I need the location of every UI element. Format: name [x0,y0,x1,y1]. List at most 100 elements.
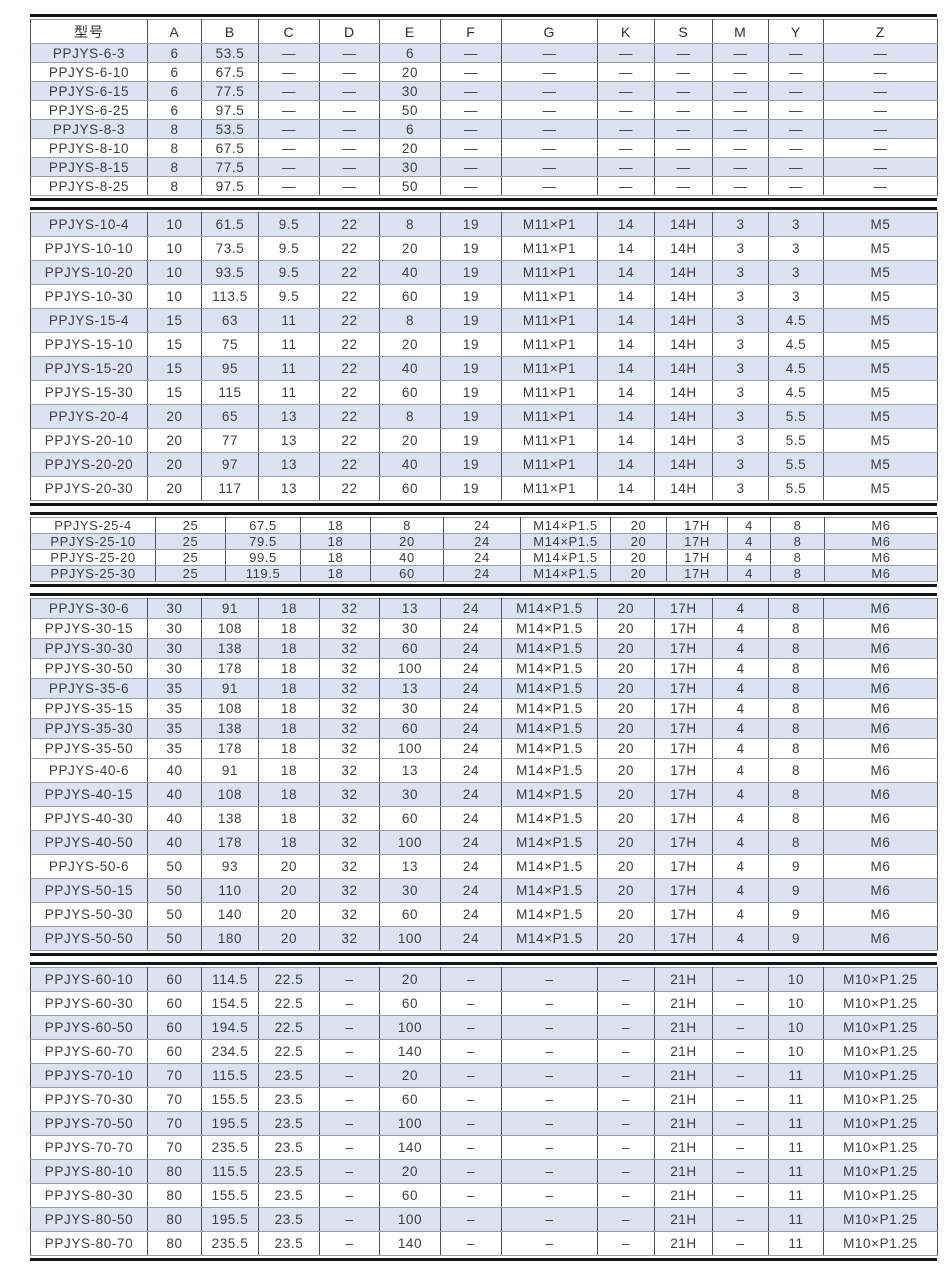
value-cell: 35 [147,718,202,739]
value-cell: — [823,138,938,158]
model-cell: PPJYS-20-30 [30,476,148,501]
value-cell: — [654,157,713,177]
value-cell: — [501,157,598,177]
value-cell: 77.5 [201,157,259,177]
value-cell: 17H [654,806,713,831]
value-cell: — [597,100,655,120]
table-row: PPJYS-30-15 30 108 18 32 30 24 M14×P1.5 20 17H 4 8 M… [30,618,938,639]
value-cell: 20 [147,476,202,501]
value-cell: 23.5 [258,1063,320,1088]
value-cell: 22.5 [258,1039,320,1064]
value-cell: 4 [712,618,769,639]
value-cell: 60 [379,902,441,927]
value-cell: M14×P1.5 [501,806,598,831]
value-cell: 22.5 [258,991,320,1016]
value-cell: 4 [712,830,769,855]
table-row: PPJYS-40-15 40 108 18 32 30 24 M14×P1.5 20 17H 4 8 M… [30,782,938,807]
value-cell: — [712,100,769,120]
value-cell: 11 [768,1231,824,1256]
value-cell: – [440,1111,502,1136]
value-cell: 19 [440,212,502,237]
value-cell: 3 [712,260,769,285]
value-cell: 60 [379,284,441,309]
value-cell: 40 [370,549,444,566]
value-cell: 3 [712,404,769,429]
value-cell: — [440,119,502,139]
value-cell: — [823,100,938,120]
value-cell: M14×P1.5 [501,638,598,659]
value-cell: 97 [201,452,259,477]
table-row: PPJYS-20-20 20 97 13 22 40 19 M11×P1 14 14H 3 5.5 M5 [30,452,938,477]
value-cell: – [319,1183,380,1208]
value-cell: – [712,1111,769,1136]
value-cell: 63 [201,308,259,333]
value-cell: M10×P1.25 [823,1087,938,1112]
value-cell: — [823,157,938,177]
value-cell: 17H [654,698,713,719]
value-cell: 19 [440,404,502,429]
value-cell: 91 [201,678,259,699]
value-cell: 32 [319,598,380,619]
value-cell: M6 [823,678,938,699]
value-cell: 3 [712,356,769,381]
value-cell: — [319,100,380,120]
value-cell: M10×P1.25 [823,1063,938,1088]
value-cell: 9 [768,902,824,927]
value-cell: 22 [319,380,380,405]
value-cell: 23.5 [258,1087,320,1112]
value-cell: 180 [201,926,259,951]
value-cell: 50 [147,926,202,951]
value-cell: 14 [597,332,655,357]
model-cell: PPJYS-70-10 [30,1063,148,1088]
value-cell: — [319,138,380,158]
value-cell: 19 [440,452,502,477]
value-cell: 22 [319,404,380,429]
value-cell: 10 [768,1039,824,1064]
value-cell: 50 [147,902,202,927]
value-cell: — [654,100,713,120]
value-cell: 22 [319,236,380,261]
value-cell: M5 [823,428,938,453]
value-cell: — [440,176,502,196]
model-cell: PPJYS-25-30 [30,565,156,582]
value-cell: – [597,1135,655,1160]
value-cell: 22.5 [258,1015,320,1040]
value-cell: – [597,967,655,992]
value-cell: M14×P1.5 [501,738,598,759]
value-cell: M14×P1.5 [501,718,598,739]
value-cell: – [597,1039,655,1064]
column-header-Y: Y [768,19,824,44]
value-cell: – [712,967,769,992]
value-cell: 18 [300,565,371,582]
value-cell: 4 [727,533,771,550]
value-cell: — [768,43,824,63]
value-cell: M5 [823,212,938,237]
value-cell: — [440,157,502,177]
value-cell: — [712,138,769,158]
value-cell: 40 [147,758,202,783]
value-cell: 32 [319,830,380,855]
value-cell: 8 [379,404,441,429]
value-cell: 19 [440,260,502,285]
value-cell: – [440,1135,502,1160]
value-cell: 20 [597,758,655,783]
value-cell: 13 [258,428,320,453]
value-cell: – [501,1087,598,1112]
value-cell: 4 [712,854,769,879]
model-cell: PPJYS-6-10 [30,62,148,82]
value-cell: — [440,62,502,82]
value-cell: 3 [712,332,769,357]
value-cell: M5 [823,404,938,429]
value-cell: 17H [654,678,713,699]
value-cell: 20 [258,926,320,951]
value-cell: 50 [147,854,202,879]
value-cell: 35 [147,678,202,699]
value-cell: 93 [201,854,259,879]
value-cell: 20 [147,404,202,429]
model-cell: PPJYS-40-6 [30,758,148,783]
value-cell: 4 [727,549,771,566]
value-cell: 14H [654,476,713,501]
value-cell: — [654,138,713,158]
model-cell: PPJYS-8-25 [30,176,148,196]
value-cell: 21H [654,1231,713,1256]
